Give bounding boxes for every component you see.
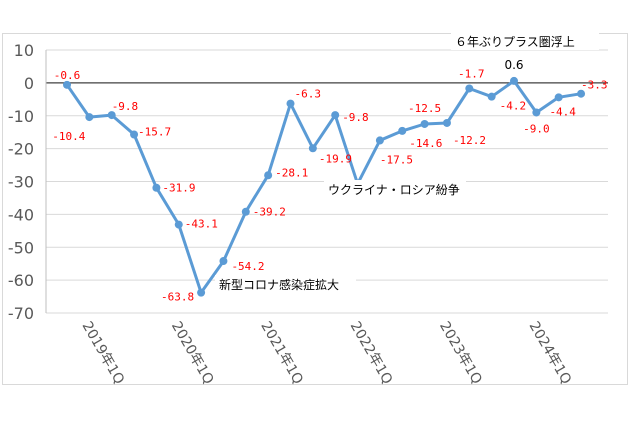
data-label: -4.2 bbox=[500, 100, 527, 113]
x-tick-label: 2022年1Q bbox=[347, 319, 396, 387]
y-tick-label: 0 bbox=[24, 74, 34, 93]
data-point bbox=[130, 130, 139, 139]
annotation-box bbox=[215, 275, 356, 293]
data-point bbox=[398, 126, 407, 135]
data-point bbox=[331, 111, 340, 120]
data-point bbox=[219, 257, 228, 266]
y-tick-label: -20 bbox=[8, 140, 34, 159]
data-label: -9.0 bbox=[523, 122, 550, 135]
x-tick-label: 2019年1Q bbox=[78, 319, 127, 387]
data-point bbox=[510, 76, 518, 85]
annotation-box bbox=[451, 32, 599, 50]
data-point bbox=[152, 183, 161, 192]
data-label: -28.1 bbox=[275, 166, 308, 179]
data-point bbox=[197, 288, 206, 297]
data-label: -0.6 bbox=[54, 69, 81, 82]
data-point bbox=[375, 136, 384, 145]
data-label: -9.8 bbox=[112, 100, 139, 113]
data-label: -6.3 bbox=[295, 88, 322, 101]
data-point bbox=[241, 207, 250, 216]
annotation-label: ウクライナ・ロシア紛争 bbox=[328, 182, 460, 197]
data-label: -12.5 bbox=[408, 102, 441, 115]
data-label: -9.8 bbox=[342, 111, 369, 124]
data-point bbox=[532, 108, 541, 117]
y-tick-label: -60 bbox=[8, 271, 34, 290]
data-label: -17.5 bbox=[380, 153, 413, 166]
x-tick-label: 2023年1Q bbox=[436, 319, 485, 387]
data-label: -3.3 bbox=[581, 79, 608, 92]
data-label: -12.2 bbox=[453, 134, 486, 147]
data-point bbox=[442, 118, 451, 127]
data-label: 0.6 bbox=[504, 58, 523, 72]
data-point bbox=[420, 119, 429, 128]
data-label: -31.9 bbox=[162, 182, 195, 195]
data-label: -14.6 bbox=[409, 137, 442, 150]
series-line bbox=[65, 79, 583, 295]
data-label: -63.8 bbox=[161, 291, 194, 304]
x-tick-label: 2020年1Q bbox=[168, 319, 217, 387]
data-label: -39.2 bbox=[253, 206, 286, 219]
data-point bbox=[63, 80, 71, 89]
data-point bbox=[554, 93, 563, 102]
data-point bbox=[286, 99, 295, 108]
data-label: -19.9 bbox=[319, 152, 352, 165]
y-tick-label: 10 bbox=[14, 41, 34, 60]
data-point bbox=[174, 220, 183, 229]
chart-frame bbox=[2, 33, 628, 385]
annotation-label: 新型コロナ感染症拡大 bbox=[219, 277, 339, 292]
data-point bbox=[107, 111, 116, 120]
data-point bbox=[264, 171, 273, 180]
data-label: -54.2 bbox=[231, 260, 264, 273]
x-tick-label: 2021年1Q bbox=[257, 319, 306, 387]
x-tick-label: 2024年1Q bbox=[525, 319, 574, 387]
data-point bbox=[85, 113, 94, 122]
y-tick-label: -70 bbox=[8, 304, 34, 323]
y-tick-label: -50 bbox=[8, 238, 34, 257]
data-point bbox=[308, 144, 317, 153]
annotation-label: ６年ぶりプラス圏浮上 bbox=[455, 35, 575, 49]
data-label: -10.4 bbox=[52, 130, 85, 143]
data-label: -4.4 bbox=[549, 105, 576, 118]
y-tick-label: -10 bbox=[8, 107, 34, 126]
y-tick-label: -30 bbox=[8, 173, 34, 192]
data-point bbox=[487, 92, 496, 101]
annotation-box bbox=[324, 180, 466, 198]
data-label: -1.7 bbox=[458, 67, 485, 80]
data-label: -15.7 bbox=[138, 125, 171, 138]
data-point bbox=[577, 89, 586, 98]
data-point bbox=[465, 84, 474, 93]
y-tick-label: -40 bbox=[8, 205, 34, 224]
data-label: -43.1 bbox=[185, 218, 218, 231]
